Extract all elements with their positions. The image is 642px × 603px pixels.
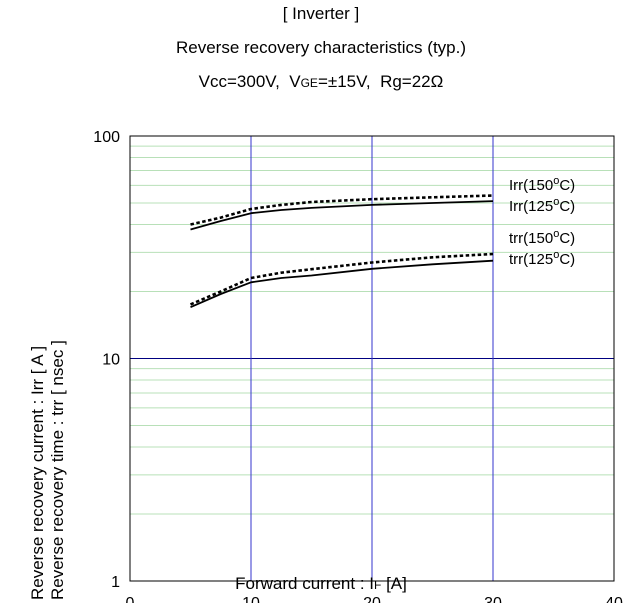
- series-line-3: [189, 252, 494, 306]
- x-tick-label: 30: [484, 595, 502, 603]
- condition-vge-value: =±15V,: [317, 72, 371, 91]
- legend-label-1: Irr(150oC): [509, 175, 575, 194]
- y-axis-label-line2: Reverse recovery time : trr [ nsec ]: [48, 340, 67, 600]
- x-axis-label-suffix: [A]: [381, 574, 407, 593]
- legend-label-base: trr(125: [509, 251, 553, 268]
- y-tick-label: 100: [93, 129, 120, 146]
- legend-label-base: Irr(125: [509, 198, 553, 215]
- x-tick-label: 40: [605, 595, 623, 603]
- legend-label-unit: C): [559, 177, 575, 194]
- legend-degree-mark: o: [553, 175, 559, 187]
- x-axis-label-prefix: Forward current : I: [235, 574, 374, 593]
- y-tick-label: 1: [111, 574, 120, 591]
- y-tick-label: 10: [102, 352, 120, 369]
- condition-vge-sub: GE: [300, 76, 318, 90]
- legend-label-2: Irr(125oC): [509, 196, 575, 215]
- legend-label-4: trr(125oC): [509, 249, 575, 268]
- x-tick-label: 0: [126, 595, 135, 603]
- y-axis-label-line1: Reverse recovery current : Irr [ A ]: [28, 345, 47, 600]
- legend-label-3: trr(150oC): [509, 228, 575, 247]
- plot-frame: [129, 135, 615, 582]
- series-line-1: [190, 194, 494, 226]
- x-axis-label-sub: F: [374, 578, 382, 592]
- x-tick-label: 10: [242, 595, 260, 603]
- legend-label-unit: C): [559, 251, 575, 268]
- legend-degree-mark: o: [553, 249, 559, 261]
- condition-rg: Rg=22Ω: [380, 72, 444, 91]
- x-axis-label: Forward current : IF [A]: [0, 574, 642, 594]
- x-tick-label: 20: [363, 595, 381, 603]
- condition-vge-prefix: V: [289, 72, 301, 91]
- condition-vcc: Vcc=300V,: [198, 72, 280, 91]
- series-line-4: [190, 259, 494, 309]
- legend-degree-mark: o: [553, 228, 559, 240]
- legend-label-unit: C): [559, 198, 575, 215]
- legend-label-base: trr(150: [509, 230, 553, 247]
- legend-label-unit: C): [559, 230, 575, 247]
- legend-label-base: Irr(150: [509, 177, 553, 194]
- chart-conditions: Vcc=300V, VGE=±15V, Rg=22Ω: [0, 72, 642, 92]
- series-line-2: [190, 200, 494, 231]
- y-axis-label: Reverse recovery current : Irr [ A ] Rev…: [28, 340, 68, 600]
- chart-subtitle: Reverse recovery characteristics (typ.): [175, 38, 467, 57]
- legend-degree-mark: o: [553, 196, 559, 208]
- chart-title: [ Inverter ]: [282, 4, 360, 23]
